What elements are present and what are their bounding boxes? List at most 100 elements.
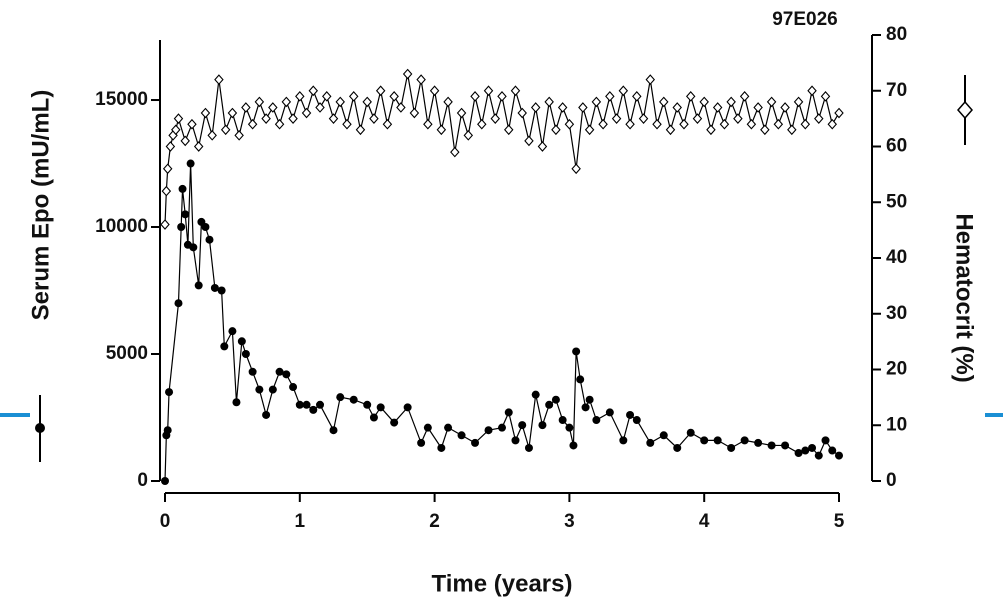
- point: [457, 431, 466, 440]
- point: [165, 141, 176, 152]
- point: [369, 113, 379, 124]
- point: [316, 400, 325, 409]
- point: [161, 477, 169, 485]
- point: [443, 96, 453, 108]
- point: [598, 118, 608, 130]
- point: [205, 235, 214, 244]
- point: [766, 96, 777, 108]
- point: [282, 370, 291, 379]
- point: [746, 118, 757, 130]
- point: [800, 118, 811, 130]
- point: [295, 400, 304, 409]
- x-tick-label: 0: [160, 511, 171, 532]
- point: [834, 107, 844, 119]
- point: [544, 96, 554, 108]
- point: [163, 426, 172, 435]
- point: [490, 113, 500, 124]
- point: [389, 90, 399, 102]
- point: [483, 85, 494, 97]
- point: [576, 375, 585, 384]
- point: [733, 113, 743, 124]
- point: [396, 102, 406, 113]
- point: [193, 141, 204, 152]
- point: [174, 299, 183, 308]
- point: [793, 96, 804, 108]
- point: [572, 347, 581, 356]
- point: [355, 124, 366, 136]
- point: [820, 90, 831, 102]
- y-tick-label: 15000: [95, 89, 148, 110]
- point: [336, 393, 345, 402]
- point: [220, 124, 231, 136]
- point: [274, 118, 285, 130]
- point: [835, 451, 843, 460]
- point: [335, 96, 345, 108]
- y-tick-label: 5000: [106, 343, 148, 364]
- point: [611, 113, 622, 124]
- point: [181, 210, 190, 219]
- point: [247, 118, 258, 130]
- point: [173, 113, 184, 124]
- point: [821, 436, 830, 445]
- point: [665, 124, 676, 136]
- point: [679, 118, 689, 130]
- y2-tick-label: 0: [886, 470, 897, 491]
- point: [558, 416, 567, 425]
- point: [767, 441, 776, 450]
- point: [162, 163, 173, 175]
- point: [289, 383, 298, 392]
- point: [189, 243, 198, 252]
- point: [673, 443, 682, 452]
- point: [248, 367, 257, 376]
- point: [517, 107, 527, 119]
- point: [565, 423, 574, 432]
- point: [504, 408, 513, 417]
- point: [363, 400, 372, 409]
- point: [807, 85, 817, 97]
- point: [510, 85, 521, 97]
- point: [700, 436, 709, 445]
- point: [625, 118, 635, 130]
- point: [308, 85, 319, 97]
- point: [302, 400, 311, 409]
- point: [773, 118, 784, 130]
- point: [578, 102, 588, 113]
- y2-tick-label: 20: [886, 359, 907, 380]
- point: [315, 102, 325, 113]
- point: [178, 184, 187, 193]
- point: [214, 74, 224, 85]
- point: [261, 113, 271, 124]
- point: [437, 443, 446, 452]
- point: [470, 90, 480, 102]
- point: [632, 90, 642, 102]
- y-axis-label: Serum Epo (mU/mL): [27, 90, 54, 321]
- point: [177, 223, 186, 232]
- point: [814, 451, 823, 460]
- point: [564, 118, 575, 130]
- point: [706, 124, 716, 136]
- point: [780, 102, 790, 113]
- point: [436, 124, 447, 136]
- point: [241, 350, 250, 359]
- point: [754, 438, 763, 447]
- point: [200, 107, 211, 119]
- x-tick-label: 2: [429, 511, 440, 532]
- point: [187, 118, 197, 130]
- point: [518, 421, 527, 430]
- y2-tick-label: 60: [886, 136, 907, 157]
- point: [220, 342, 229, 351]
- y-tick-label: 10000: [95, 216, 148, 237]
- point: [471, 438, 480, 447]
- point: [538, 421, 547, 430]
- point: [262, 410, 271, 419]
- point: [713, 436, 722, 445]
- point: [227, 107, 238, 119]
- point: [281, 96, 292, 108]
- point: [740, 436, 749, 445]
- point: [382, 118, 393, 130]
- point: [165, 388, 174, 397]
- point: [423, 423, 432, 432]
- y2-tick-label: 10: [886, 414, 907, 435]
- point: [551, 395, 560, 404]
- point: [511, 436, 520, 445]
